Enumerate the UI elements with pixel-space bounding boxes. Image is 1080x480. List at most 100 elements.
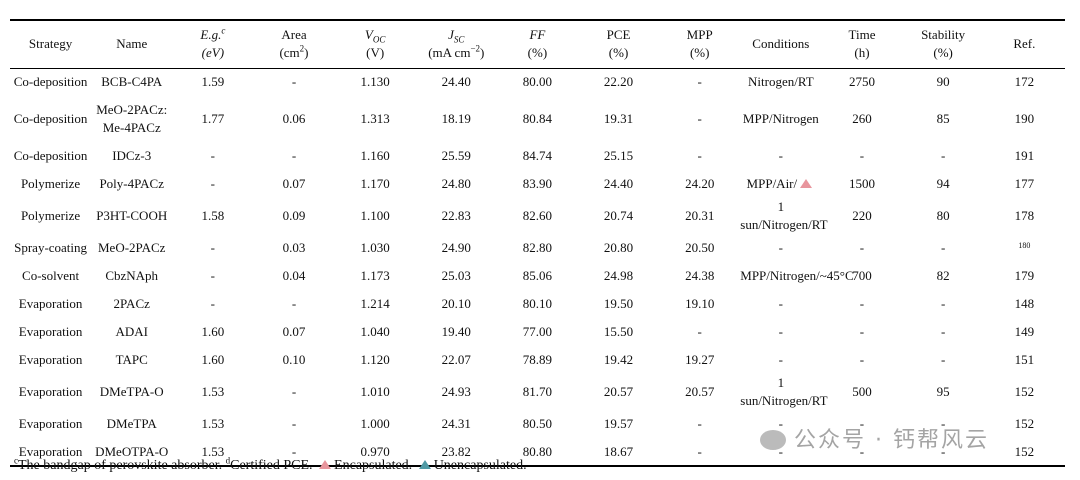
cell-text: Evaporation [18,352,83,367]
cell-text: DMeOTPA-O [95,443,169,459]
cell-text: 95 [936,384,950,399]
cell-text: 20.31 [685,208,715,223]
table-cell: Nitrogen/RT [740,68,821,96]
cell-text: 19.27 [685,352,715,367]
cell-text: Co-deposition [13,111,88,126]
table-cell: 24.80 [416,170,497,198]
cell-text: - [940,352,946,367]
cell-text: DMeTPA [106,416,157,431]
header-cell: VOC (V) [335,20,416,68]
cell-text: 1.130 [360,74,390,90]
table-cell: 1.59 [172,68,253,96]
cell-text: - [697,148,702,163]
header-unit: (V) [366,45,385,61]
table-row: Co-deposition IDCz-3 - - 1.160 25.59 84.74 25.1… [10,142,1065,170]
cell-text: - [697,74,702,90]
table-cell: 1.100 [335,198,416,234]
header-unit-line: (h) [821,44,902,62]
cell-text: - [778,352,783,367]
footnote: Unencapsulated. [433,458,527,473]
cell-text: BCB-C4PA [101,74,163,90]
cell-text: 149 [1014,324,1035,339]
cell-text: 24.40 [441,74,471,90]
cell-text: 24.98 [603,268,634,283]
table-cell: 80.10 [497,290,578,318]
cell-text: 1.53 [201,384,225,399]
cell-text: 19.57 [603,416,634,431]
cell-text: 19.40 [441,324,471,339]
cell-text: CbzNAph [105,268,159,283]
cell-text: 2PACz [113,296,150,311]
header-superscript: c [221,25,226,36]
cell-text: 191 [1014,148,1035,163]
cell-text: - [210,296,216,311]
table-cell: 191 [984,142,1065,170]
cell-text: 0.07 [282,176,306,191]
header-text: FF [529,27,546,43]
table-cell: 15.50 [578,318,659,346]
cell-text: 1 sun/Nitrogen/RT [740,375,828,408]
table-cell: 1500 [821,170,902,198]
table-row: Evaporation DMeOTPA-O 1.53 - 0.970 23.82 80.80… [10,438,1065,466]
header-cell: E.g.c (eV) [172,20,253,68]
header-text: PCE [606,27,631,43]
cell-text: 80.00 [522,74,553,90]
table-cell: 82.80 [497,234,578,262]
header-cell: PCE (%) [578,20,659,68]
table-cell: 1.170 [335,170,416,198]
table-cell: - [903,346,984,374]
table-cell: TAPC [91,346,172,374]
cell-text: 152 [1014,384,1035,399]
table-cell: 24.38 [659,262,740,290]
header-line: FF [497,26,578,44]
cell-text: - [940,416,946,431]
table-cell: - [821,142,902,170]
cell-text: 260 [852,111,872,126]
table-cell: - [821,438,902,466]
table-cell: 1.53 [172,438,253,466]
cell-text: 1.58 [201,208,225,223]
table-cell: - [821,318,902,346]
cell-text: 0.07 [282,324,306,339]
table-cell: 80.00 [497,68,578,96]
cell-text: 81.70 [522,384,553,399]
table-cell: 84.74 [497,142,578,170]
encapsulated-icon [319,460,332,469]
table-cell: 20.10 [416,290,497,318]
table-cell: MPP/Nitrogen/~45°C [740,262,853,290]
cell-text: 80.84 [522,111,553,126]
table-cell: 77.00 [497,318,578,346]
table-cell: - [659,142,740,170]
table-cell: - [903,318,984,346]
table-cell: 95 [903,374,984,410]
cell-text: 19.42 [603,352,634,367]
cell-text: P3HT-COOH [96,208,168,223]
cell-text: 85 [936,111,950,126]
header-unit-line: (mA cm−2) [416,44,497,62]
data-table: Strategy Name E.g.c (eV) Area (cm2) VOC (V) JSC(… [10,19,1065,467]
cell-text: 84.74 [522,148,553,163]
table-cell: 24.93 [416,374,497,410]
header-cell: Stability (%) [903,20,984,68]
header-text: Name [116,36,148,52]
table-cell: 20.74 [578,198,659,234]
table-cell: 0.07 [253,318,334,346]
table-cell: 82 [903,262,984,290]
table-cell: 2PACz [91,290,172,318]
header-unit-line: (%) [497,44,578,62]
header-unit: (%) [933,45,953,61]
header-text: Area [281,27,307,43]
table-cell: - [740,234,821,262]
footnote: Encapsulated. [334,458,413,473]
table-cell: 19.31 [578,96,659,142]
footnote: The bandgap of perovskite absorber. [18,458,223,473]
cell-text: 78.89 [522,352,553,367]
header-cell: FF (%) [497,20,578,68]
table-cell: 80 [903,198,984,234]
cell-text: ADAI [115,324,148,339]
table-cell: 0.09 [253,198,334,234]
table-cell: 24.90 [416,234,497,262]
header-text: V [364,27,373,43]
table-cell: - [821,290,902,318]
